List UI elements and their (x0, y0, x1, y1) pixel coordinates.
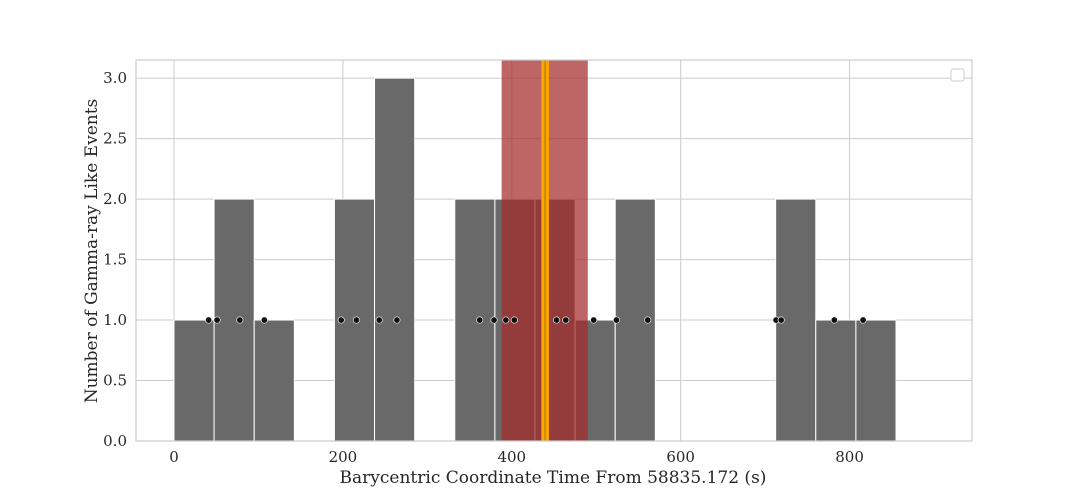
histogram-bar (815, 319, 857, 442)
y-tick-label: 2.0 (103, 190, 127, 208)
event-point (337, 316, 345, 324)
y-axis-label: Number of Gamma-ray Like Events (82, 99, 102, 404)
event-point (612, 316, 620, 324)
x-tick-label: 800 (835, 448, 864, 466)
x-axis-label: Barycentric Coordinate Time From 58835.1… (340, 468, 767, 488)
event-point (260, 316, 268, 324)
x-tick-label: 200 (329, 448, 358, 466)
x-tick-label: 600 (666, 448, 695, 466)
histogram-bar (855, 319, 897, 442)
highlight-window (501, 60, 588, 441)
histogram-bar (253, 319, 295, 442)
histogram-bar (213, 198, 255, 442)
event-point (553, 316, 561, 324)
x-tick-label: 400 (497, 448, 526, 466)
event-point (490, 316, 498, 324)
event-point (590, 316, 598, 324)
y-tick-label: 3.0 (103, 69, 127, 87)
axes-frame (135, 59, 973, 442)
histogram-bar (374, 77, 416, 442)
event-point (476, 316, 484, 324)
event-point (777, 316, 785, 324)
plot-frame (135, 59, 973, 442)
event-point (393, 316, 401, 324)
legend-box (950, 68, 965, 82)
event-markers (205, 316, 867, 324)
event-point (859, 316, 867, 324)
histogram-bar (454, 198, 496, 442)
event-point (644, 316, 652, 324)
event-point (510, 316, 518, 324)
event-point (352, 316, 360, 324)
y-tick-label: 0.5 (103, 372, 127, 390)
event-point (213, 316, 221, 324)
y-tick-label: 0.0 (103, 432, 127, 450)
event-point (502, 316, 510, 324)
event-point (830, 316, 838, 324)
event-point (375, 316, 383, 324)
tick-labels: 0 200 400 600 800 0.0 0.5 1.0 1.5 2.0 2.5 3.0 (103, 69, 864, 466)
event-point (562, 316, 570, 324)
x-tick-label: 0 (169, 448, 179, 466)
event-point (205, 316, 213, 324)
histogram-bar (173, 319, 215, 442)
event-point (236, 316, 244, 324)
y-tick-label: 2.5 (103, 130, 127, 148)
y-tick-label: 1.0 (103, 311, 127, 329)
y-tick-label: 1.5 (103, 251, 127, 269)
